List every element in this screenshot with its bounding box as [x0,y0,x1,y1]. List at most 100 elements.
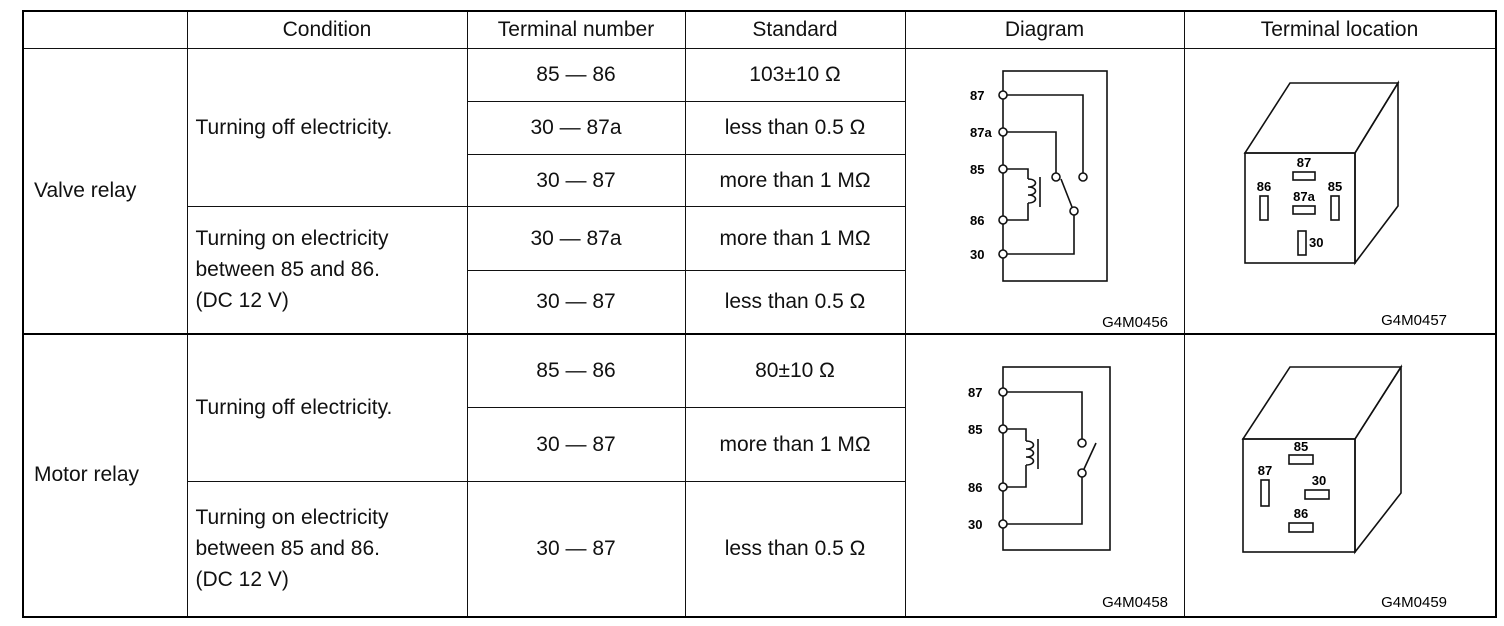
condition-line: (DC 12 V) [195,568,289,592]
pin-label: 87a [1293,189,1315,204]
diagram: 87 87a 85 86 30 G4M0456 [970,70,1168,331]
standard: more than 1 MΩ [684,206,906,271]
pin-label: 87 [1296,155,1310,170]
pin [997,90,1008,101]
condition: Turning on electricity between 85 and 86… [186,206,468,334]
condition-line: (DC 12 V) [195,289,289,313]
pin [997,164,1008,175]
wire [1002,390,1083,439]
diagram: 87 85 86 30 G4M0458 [968,365,1168,611]
terminals: 30 — 87a [466,206,686,271]
row: Valve relay Turning off electricity. 85 … [22,48,1496,334]
wire [1002,168,1029,180]
terminals: 30 — 87 [466,407,686,482]
pin [997,127,1008,138]
condition-line: between 85 and 86. [195,258,381,282]
contact [1068,206,1079,217]
relay-box [1001,365,1111,551]
cube-top [1243,82,1399,155]
location: 85 87 30 86 G4M0459 [1241,363,1447,611]
terminals: 30 — 87 [466,481,686,617]
pin [997,386,1008,397]
header-row: Condition Terminal number Standard Diagr… [22,10,1496,49]
location-cell: 87 86 87a 85 30 G4M0457 [1183,48,1496,334]
standard: less than 0.5 Ω [684,270,906,334]
condition-line: between 85 and 86. [195,537,381,561]
pin-label: 86 [1256,179,1270,194]
contact [1077,172,1088,183]
slot [1303,488,1330,500]
wire [1002,476,1083,525]
slot [1287,521,1314,533]
wire [1002,131,1057,174]
slot [1259,478,1270,507]
relay-box [1001,70,1108,283]
slot [1291,205,1316,216]
header-cell [22,10,188,49]
cube-front [1241,437,1356,553]
contact [1076,467,1087,478]
slot [1296,230,1307,257]
contact [1076,437,1087,448]
pin-label: 85 [968,422,982,437]
relay-name: Valve relay [22,48,188,334]
header-cell: Terminal location [1183,10,1496,49]
header-cell: Terminal number [466,10,686,49]
standard: 103±10 Ω [684,48,906,102]
pin-label: 30 [968,517,982,532]
terminals: 85 — 86 [466,332,686,408]
terminals: 30 — 87 [466,154,686,207]
pin [997,518,1008,529]
slot [1291,171,1316,182]
condition-line: Turning off electricity. [195,116,393,139]
pin-label: 85 [1293,439,1307,454]
diagram-cell: 87 85 86 30 G4M0458 [904,332,1185,617]
relay-name: Motor relay [22,332,188,617]
pin [997,481,1008,492]
pin-label: 87 [970,88,984,103]
figure-code: G4M0458 [1102,594,1168,611]
row: Motor relay Turning off electricity. 85 … [22,332,1496,617]
row: 30 — 87a less than 0.5 Ω [23,101,1496,155]
cube-front [1243,152,1356,265]
pin [997,423,1008,434]
standard: more than 1 MΩ [684,407,906,482]
condition: Turning off electricity. [186,48,468,207]
slot [1258,195,1269,222]
pin-label: 85 [970,162,984,177]
slot [1287,453,1314,465]
row: 30 — 87 more than 1 MΩ [23,407,1496,482]
condition-line: Turning off electricity. [195,396,393,420]
pin-label: 30 [1309,235,1323,250]
pin [997,215,1008,226]
condition: Turning on electricity between 85 and 86… [186,481,468,617]
coil [1002,178,1036,222]
pin-label: 86 [968,480,982,495]
pin [997,249,1008,260]
switch-arm [1059,178,1073,208]
location-cell: 85 87 30 86 G4M0459 [1183,332,1496,617]
header-cell: Condition [186,10,468,49]
contact [1050,172,1061,183]
terminals: 85 — 86 [466,48,686,102]
terminals: 30 — 87 [466,270,686,334]
pin-label: 87 [1257,463,1271,478]
wire [1002,427,1027,441]
coil [1002,439,1034,488]
pin-label: 87 [968,385,982,400]
cube-side [1353,80,1399,266]
terminals: 30 — 87a [466,101,686,155]
standard: less than 0.5 Ω [684,481,906,617]
row: 30 — 87 less than 0.5 Ω [23,270,1496,334]
condition-line: Turning on electricity [195,227,389,251]
pin-label: 86 [970,213,984,228]
standard: 80±10 Ω [684,332,906,408]
row: Turning on electricity between 85 and 86… [23,481,1496,617]
condition: Turning off electricity. [186,332,468,482]
slot [1329,195,1340,222]
wire [1002,215,1075,256]
pin-label: 30 [1311,473,1325,488]
diagram-cell: 87 87a 85 86 30 G4M0456 [904,48,1185,334]
